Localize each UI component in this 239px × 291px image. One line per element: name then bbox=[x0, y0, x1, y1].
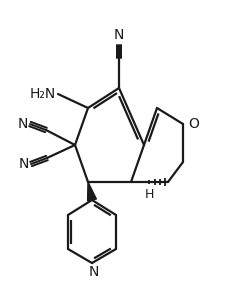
Text: N: N bbox=[89, 265, 99, 279]
Text: N: N bbox=[18, 117, 28, 131]
Text: H: H bbox=[145, 189, 154, 201]
Text: N: N bbox=[19, 157, 29, 171]
Polygon shape bbox=[88, 182, 96, 201]
Text: H₂N: H₂N bbox=[30, 87, 56, 101]
Text: O: O bbox=[188, 117, 199, 131]
Text: N: N bbox=[114, 28, 124, 42]
